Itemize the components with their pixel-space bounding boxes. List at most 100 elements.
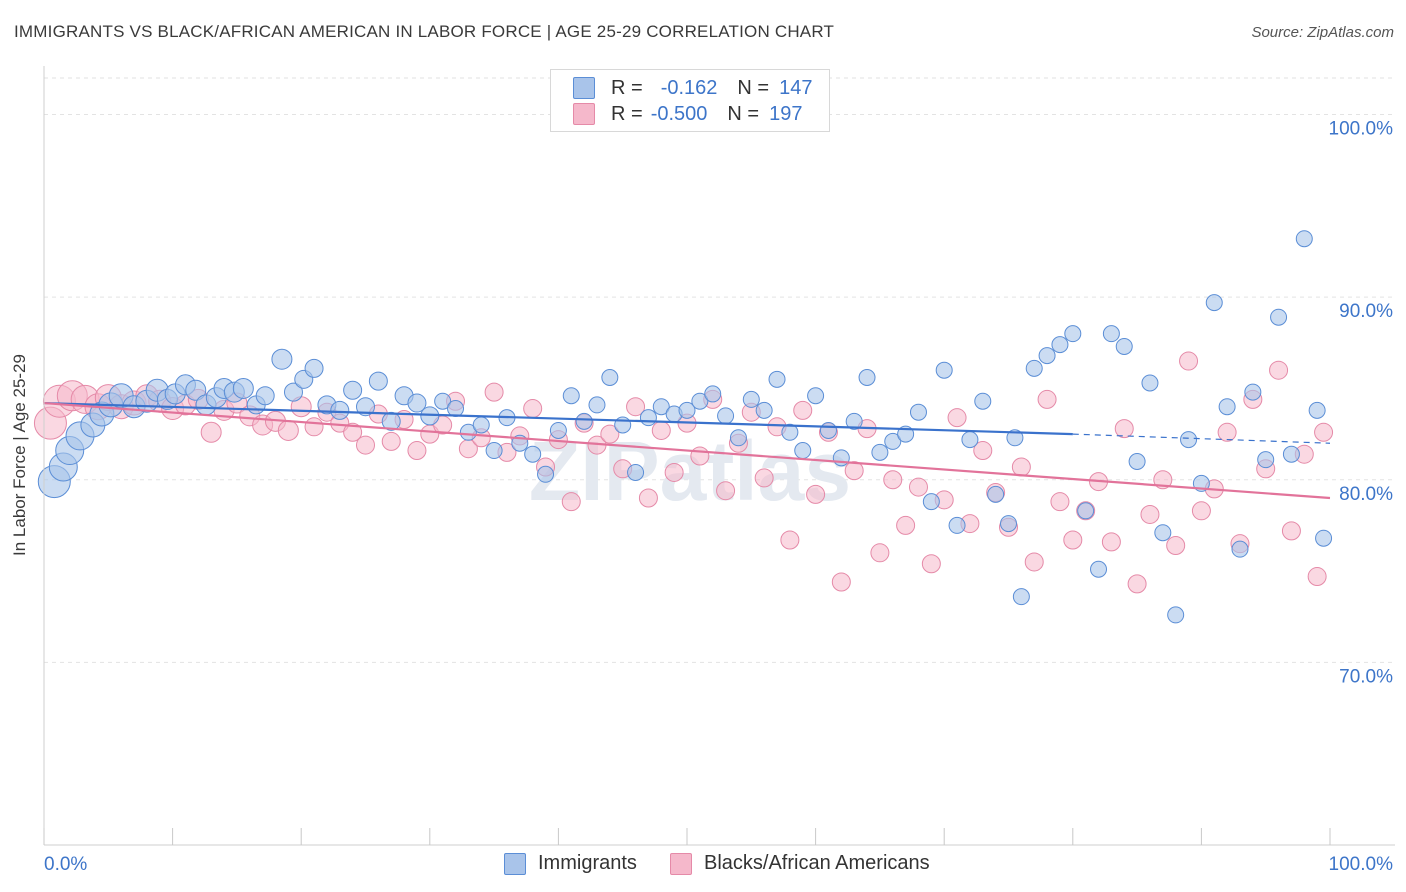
data-point-immigrants [185,379,207,401]
data-point-immigrants [717,407,735,425]
data-point-immigrants [961,431,979,449]
data-point-blacks [484,382,504,402]
legend-r-label: R = [611,76,643,99]
data-point-blacks [651,420,671,440]
data-point-blacks [1024,552,1044,572]
data-point-immigrants [1141,374,1159,392]
data-point-immigrants [1012,588,1030,606]
data-point-immigrants [304,358,324,378]
legend-row-immigrants: R = -0.162 N = 147 [573,76,812,100]
data-point-immigrants [330,400,350,420]
data-point-blacks [831,572,851,592]
data-point-immigrants [1308,401,1326,419]
data-point-immigrants [627,463,645,481]
data-point-blacks [1281,521,1301,541]
legend-n-label: N = [727,102,760,125]
data-point-immigrants [1218,398,1236,416]
data-point-blacks [1101,532,1121,552]
data-point-blacks [1166,536,1186,556]
data-point-immigrants [884,432,902,450]
data-point-immigrants [255,386,275,406]
data-point-blacks [1314,422,1334,442]
data-point-immigrants [1231,540,1249,558]
data-point-immigrants [729,429,747,447]
data-point-immigrants [781,423,799,441]
data-point-immigrants [549,421,567,439]
data-point-blacks [600,424,620,444]
data-point-immigrants [1115,337,1133,355]
data-point-blacks [870,543,890,563]
tick-labels: 70.0% 80.0% 90.0% 100.0% 0.0% 100.0% [44,119,1393,875]
data-point-immigrants [871,443,889,461]
y-tick-label: 70.0% [1339,666,1393,687]
data-point-blacks [896,515,916,535]
data-point-immigrants [948,516,966,534]
data-point-blacks [1217,422,1237,442]
data-point-immigrants [755,401,773,419]
trendlines [43,401,1331,500]
data-point-immigrants [575,412,593,430]
data-point-blacks [1191,501,1211,521]
data-point-blacks [1063,530,1083,550]
data-point-blacks [793,400,813,420]
data-point-immigrants [1154,524,1172,542]
data-point-immigrants [1270,308,1288,326]
legend-r-label: R = [611,102,643,125]
data-point-immigrants [845,412,863,430]
y-axis-label: In Labor Force | Age 25-29 [10,354,29,556]
data-point-immigrants [1025,359,1043,377]
data-point-immigrants [1038,347,1056,365]
data-point-blacks [1114,419,1134,439]
legend-swatch-immigrants [504,852,526,875]
legend-label-immigrants: Immigrants [538,852,637,874]
data-point-blacks [1179,351,1199,371]
data-point-immigrants [974,392,992,410]
data-point-immigrants [1077,502,1095,520]
data-point-blacks [1050,492,1070,512]
data-point-immigrants [1180,431,1198,449]
trendline-immigrants-extension [1072,433,1331,444]
data-point-blacks [1011,457,1031,477]
data-point-blacks [1140,504,1160,524]
legend-label-blacks: Blacks/African Americans [704,852,930,874]
chart-title: IMMIGRANTS VS BLACK/AFRICAN AMERICAN IN … [14,22,835,41]
legend-swatch-immigrants [573,77,595,99]
data-point-blacks [523,399,543,419]
data-point-immigrants [807,387,825,405]
data-point-immigrants [858,368,876,386]
data-point-blacks [343,422,363,442]
stats-legend: R = -0.162 N = 147 R = -0.500 N = 197 [550,69,830,132]
data-point-immigrants [459,423,477,441]
trendline-blacks [43,401,1331,500]
data-point-blacks [690,446,710,466]
x-tick-label: 0.0% [44,854,87,875]
data-point-blacks [947,408,967,428]
data-point-immigrants [232,377,254,399]
data-point-immigrants [381,411,401,431]
data-point-immigrants [601,368,619,386]
data-point-blacks [1037,389,1057,409]
data-point-immigrants [537,465,555,483]
data-point-immigrants [1257,451,1275,469]
data-point-immigrants [794,442,812,460]
data-point-blacks [780,530,800,550]
data-point-immigrants [678,401,696,419]
y-tick-label: 100.0% [1329,119,1394,140]
gridlines [44,77,1395,663]
data-point-immigrants [343,380,363,400]
data-point-immigrants [1000,515,1017,533]
legend-swatch-blacks [670,852,692,875]
bottom-legend-blacks: Blacks/African Americans [670,852,930,875]
data-point-blacks [1127,574,1147,594]
data-point-immigrants [356,397,375,417]
data-point-immigrants [819,421,837,439]
data-point-blacks [806,484,826,504]
data-point-blacks [200,421,222,443]
data-point-immigrants [1315,529,1333,547]
legend-n-value: 197 [769,102,803,125]
data-point-immigrants [922,493,940,511]
data-point-blacks [908,477,928,497]
data-point-immigrants [639,409,657,427]
data-point-blacks [407,441,427,461]
